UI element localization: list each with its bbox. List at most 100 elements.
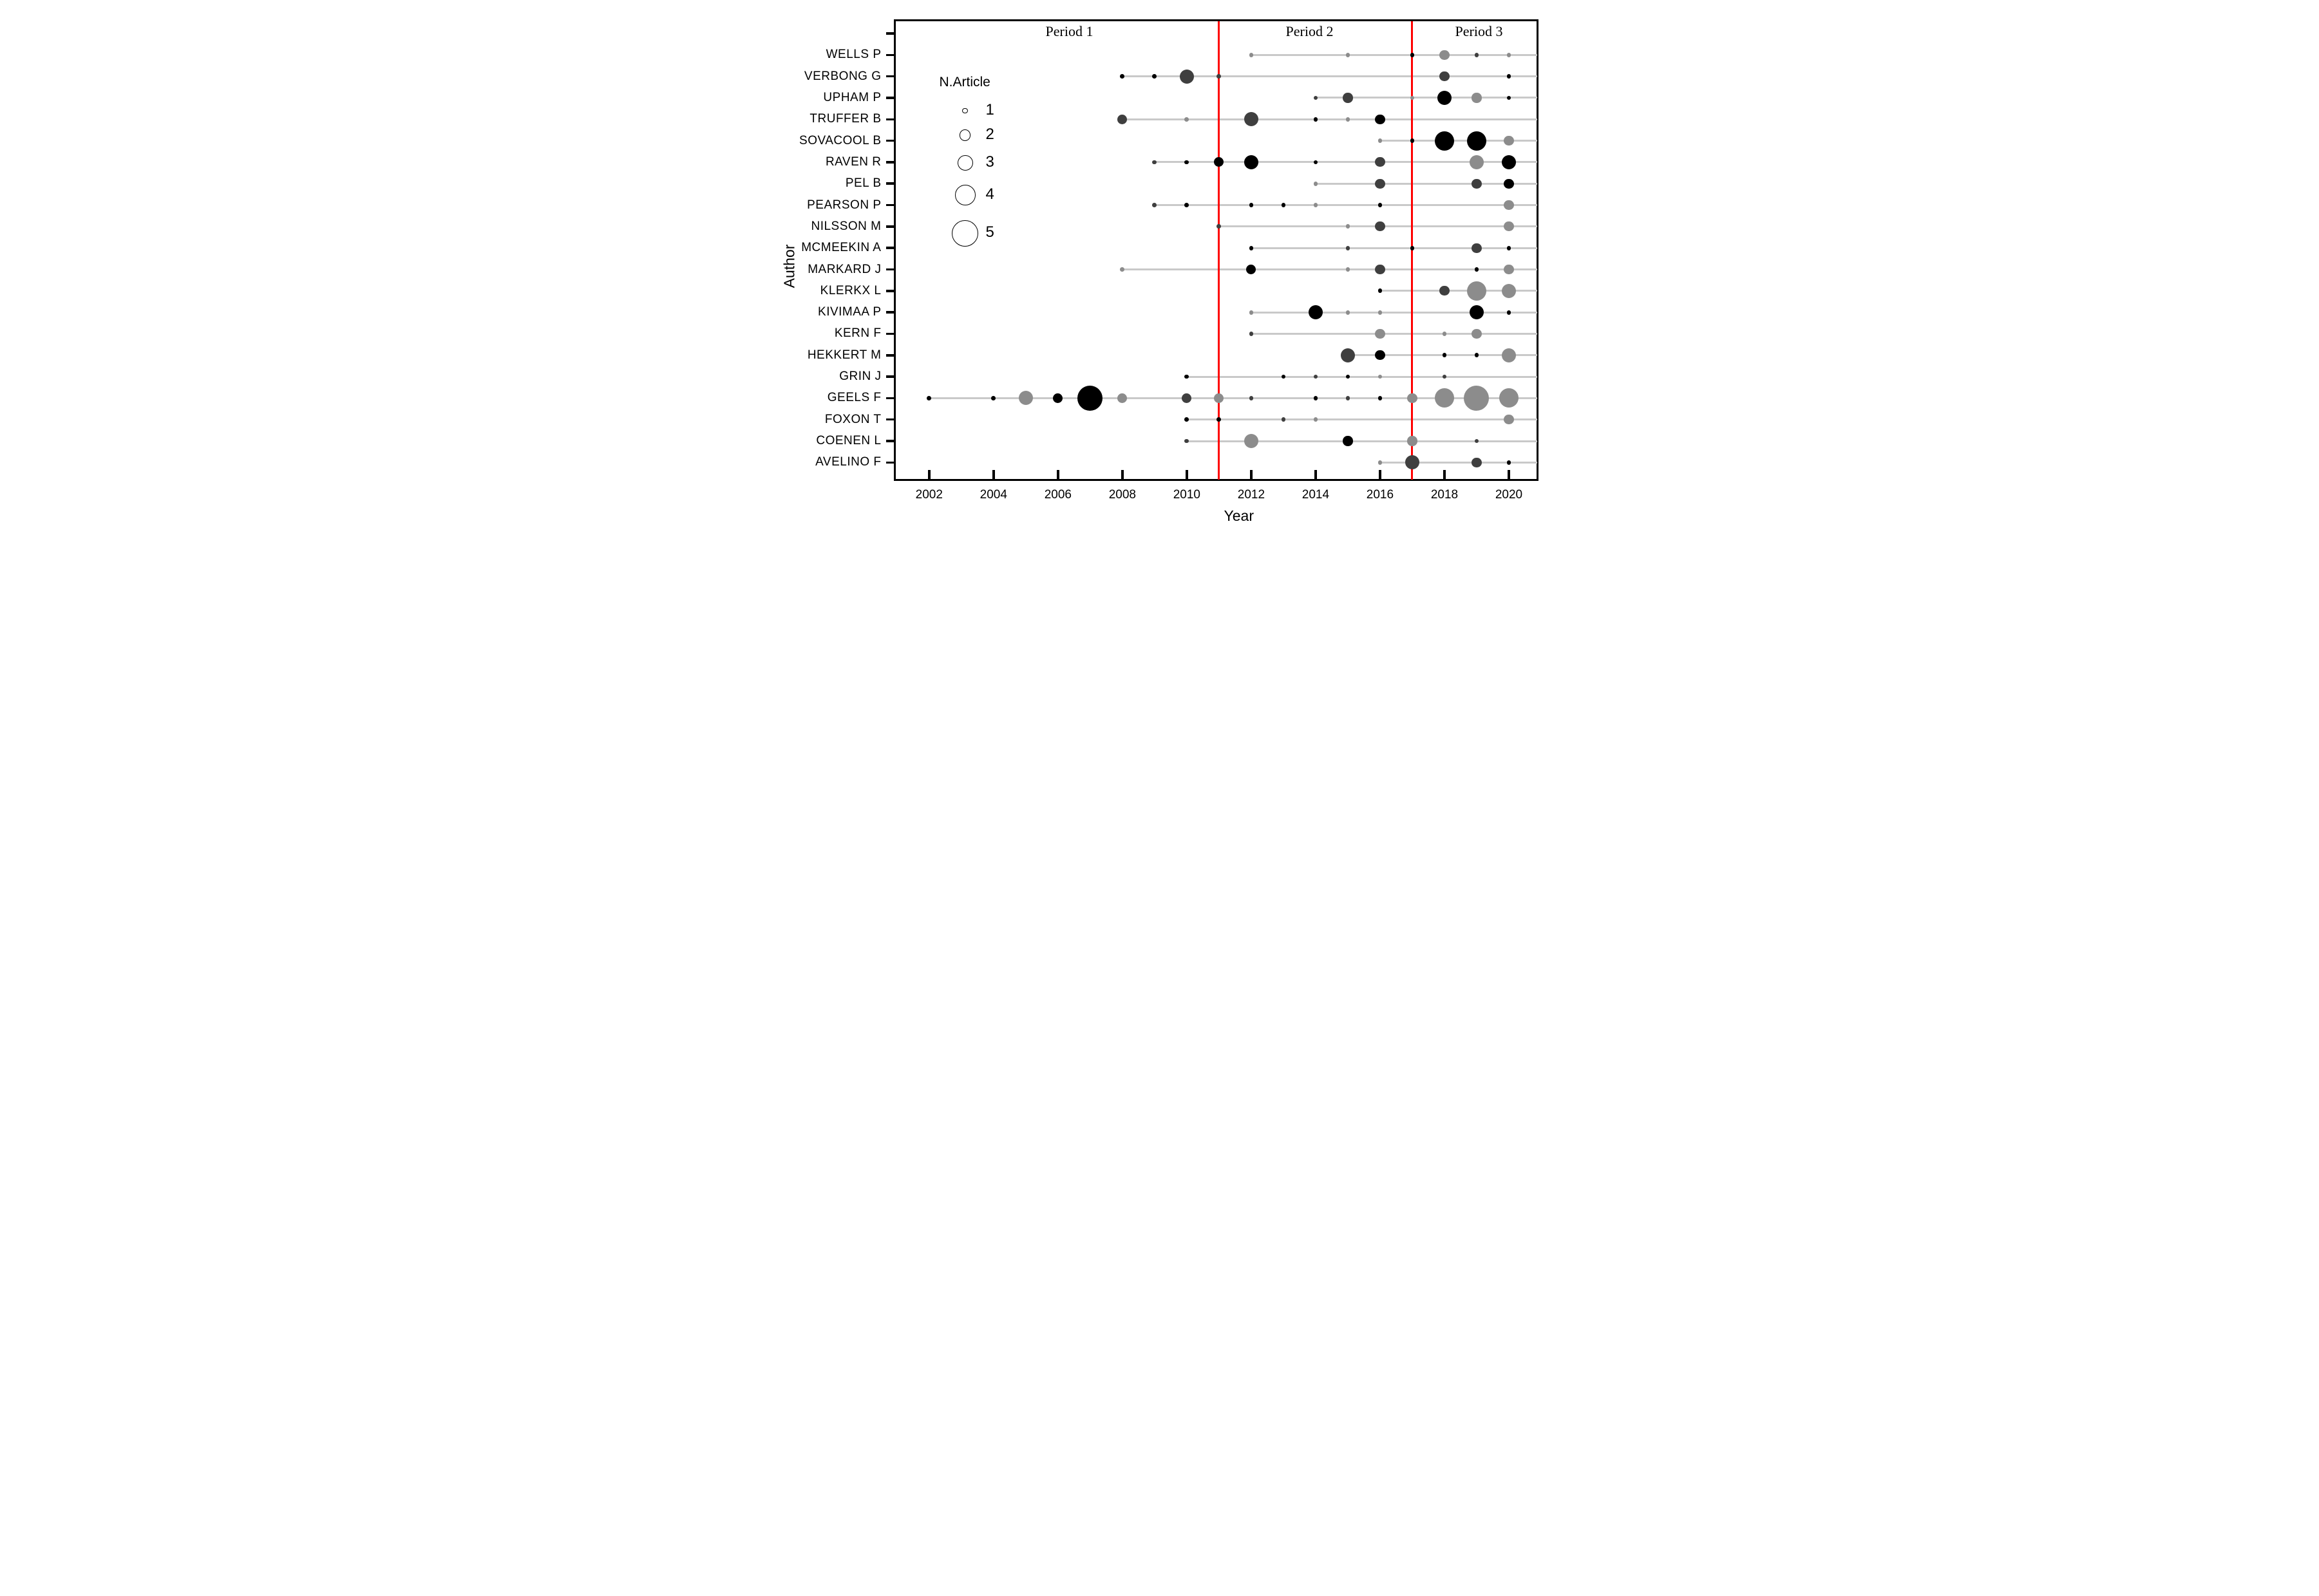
x-axis-tick [1508,469,1510,480]
row-line [1379,461,1537,464]
article-bubble [1377,310,1383,315]
article-bubble [1504,264,1514,275]
article-bubble [1469,155,1484,169]
article-bubble [1474,438,1479,444]
row-line [1122,118,1537,120]
author-label: GEELS F [827,391,882,405]
article-bubble [1405,455,1419,470]
y-axis-tick [886,182,896,185]
legend-size-circle [959,129,971,141]
x-axis-tick [1314,469,1317,480]
x-axis-tick [1379,469,1381,480]
y-axis-tick [886,354,896,357]
period-label: Period 1 [1045,23,1093,39]
y-axis-tick [886,139,896,142]
article-bubble [1504,415,1514,425]
article-bubble [1018,391,1033,406]
y-axis-tick [886,311,896,314]
article-bubble [1410,95,1415,100]
article-bubble [1281,203,1286,207]
article-bubble [1375,264,1385,275]
author-label: UPHAM P [823,90,882,104]
row-line [1315,182,1537,185]
author-label: MCMEEKIN A [801,241,882,255]
article-bubble [1345,117,1350,122]
legend-size-label: 1 [985,101,994,118]
article-bubble [1077,385,1103,411]
article-bubble [1506,95,1511,100]
x-axis-title: Year [1224,507,1254,524]
author-label: GRIN J [839,370,882,384]
article-bubble [1377,374,1383,379]
author-label: WELLS P [826,48,882,62]
author-label: NILSSON M [811,219,882,233]
legend-size-circle [962,108,968,114]
article-bubble [1469,305,1484,320]
author-label: KIVIMAA P [818,305,882,319]
article-bubble [1182,393,1192,403]
article-bubble [1308,305,1323,320]
y-axis-tick [886,397,896,400]
article-bubble [1184,438,1189,444]
article-bubble [1506,245,1511,250]
article-bubble [991,396,996,400]
period-divider-line [1218,21,1220,480]
article-bubble [1437,90,1452,105]
article-bubble [1345,374,1350,379]
legend-size-circle [952,220,978,247]
x-tick-label: 2018 [1430,488,1459,502]
legend-title: N.Article [939,75,990,89]
article-bubble [1439,50,1450,60]
article-bubble [1313,396,1318,400]
article-bubble [1117,393,1128,403]
article-bubble [1281,374,1286,379]
y-axis-tick [886,332,896,335]
article-bubble [1506,74,1511,79]
article-bubble [1281,417,1286,422]
article-bubble [1464,385,1490,411]
period-label: Period 3 [1455,23,1503,39]
x-tick-label: 2016 [1366,488,1394,502]
article-bubble [1506,52,1511,57]
article-bubble [1472,178,1482,189]
article-bubble [927,396,932,400]
article-bubble [1345,396,1350,400]
row-line [1186,440,1537,442]
bubble-timeline-figure: WELLS P VERBONG G UPHAM P TRUFFER B SOVACOOL… [773,0,1546,532]
article-bubble [1214,393,1224,403]
article-bubble [1216,417,1222,422]
legend-size-label: 4 [985,185,994,203]
y-axis-tick [886,32,896,35]
x-tick-label: 2008 [1108,488,1136,502]
article-bubble [1410,245,1415,250]
period-label: Period 2 [1285,23,1334,39]
article-bubble [1152,74,1157,79]
x-tick-label: 2014 [1301,488,1330,502]
article-bubble [1184,117,1189,122]
y-axis-tick [886,440,896,442]
author-label: COENEN L [816,434,882,448]
x-axis-tick [1121,469,1124,480]
article-bubble [1053,393,1063,403]
article-bubble [1407,393,1417,403]
article-bubble [1466,281,1486,301]
y-axis-tick [886,75,896,78]
article-bubble [1474,267,1479,272]
article-bubble [1249,396,1254,400]
article-bubble [1375,221,1385,232]
x-tick-label: 2006 [1044,488,1072,502]
x-axis-tick [992,469,995,480]
article-bubble [1504,178,1514,189]
article-bubble [1117,114,1128,124]
article-bubble [1152,203,1157,207]
article-bubble [1375,350,1385,361]
article-bubble [1244,112,1258,127]
row-line [1122,75,1537,78]
article-bubble [1313,417,1318,422]
row-line [1122,268,1537,270]
article-bubble [1184,160,1189,165]
article-bubble [1313,160,1318,165]
row-line [1379,290,1537,292]
article-bubble [1120,267,1125,272]
article-bubble [1184,203,1189,207]
